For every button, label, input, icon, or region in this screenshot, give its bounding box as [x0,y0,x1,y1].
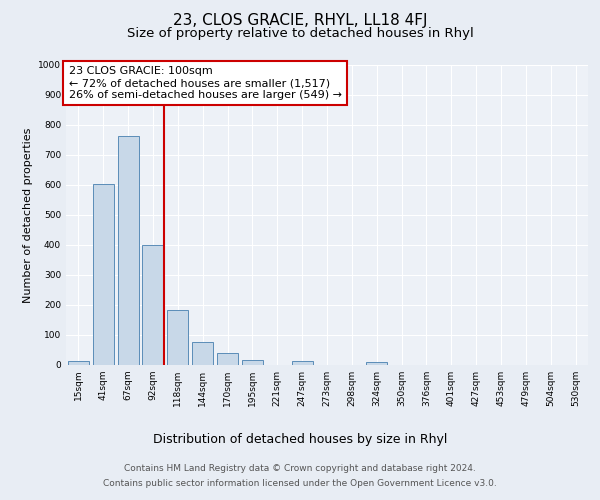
Bar [167,310,188,365]
Text: Distribution of detached houses by size in Rhyl: Distribution of detached houses by size … [153,432,447,446]
Bar [68,360,89,365]
Bar [118,136,139,365]
Text: Contains HM Land Registry data © Crown copyright and database right 2024.: Contains HM Land Registry data © Crown c… [124,464,476,473]
Bar [192,342,213,365]
Bar [217,353,238,365]
Bar [142,245,164,365]
Text: Size of property relative to detached houses in Rhyl: Size of property relative to detached ho… [127,28,473,40]
Bar [366,362,387,365]
Text: 23, CLOS GRACIE, RHYL, LL18 4FJ: 23, CLOS GRACIE, RHYL, LL18 4FJ [173,12,427,28]
Text: Contains public sector information licensed under the Open Government Licence v3: Contains public sector information licen… [103,479,497,488]
Bar [93,184,114,365]
Y-axis label: Number of detached properties: Number of detached properties [23,128,32,302]
Bar [242,360,263,365]
Bar [292,360,313,365]
Text: 23 CLOS GRACIE: 100sqm
← 72% of detached houses are smaller (1,517)
26% of semi-: 23 CLOS GRACIE: 100sqm ← 72% of detached… [68,66,341,100]
